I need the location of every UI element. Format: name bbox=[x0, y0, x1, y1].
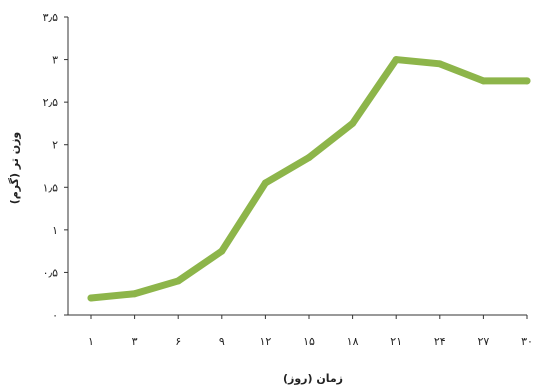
x-tick-label: ۳۰ bbox=[521, 335, 533, 348]
y-tick-label: ۰٫۵ bbox=[43, 266, 58, 279]
data-point bbox=[87, 294, 95, 302]
y-tick-label: ۲ bbox=[52, 139, 58, 152]
data-point bbox=[261, 179, 269, 187]
x-tick-label: ۱۲ bbox=[259, 335, 271, 348]
y-tick-label: ۰ bbox=[52, 309, 58, 322]
y-tick-label: ۱ bbox=[52, 224, 58, 237]
axes bbox=[67, 17, 527, 316]
y-tick-label: ۲٫۵ bbox=[43, 96, 58, 109]
x-tick-label: ۶ bbox=[175, 335, 181, 348]
y-axis-ticks: ۰ ۰٫۵ ۱ ۱٫۵ ۲ ۲٫۵ ۳ ۳٫۵ bbox=[43, 11, 68, 322]
y-tick-label: ۳ bbox=[52, 54, 58, 67]
x-tick-label: ۱۵ bbox=[303, 335, 315, 348]
data-point bbox=[349, 119, 357, 127]
series-layer bbox=[87, 56, 531, 302]
x-tick-label: ۱ bbox=[88, 335, 94, 348]
x-tick-label: ۲۴ bbox=[434, 335, 446, 348]
y-tick-label: ۱٫۵ bbox=[43, 181, 58, 194]
data-point bbox=[305, 153, 313, 161]
y-axis-title: وزن تر (گرم) bbox=[8, 132, 21, 205]
x-axis-ticks: ۱ ۳ ۶ ۹ ۱۲ ۱۵ ۱۸ ۲۱ ۲۴ ۲۷ ۳۰ bbox=[88, 315, 533, 348]
data-point bbox=[523, 77, 531, 85]
data-point bbox=[479, 77, 487, 85]
data-point bbox=[131, 290, 139, 298]
y-tick-label: ۳٫۵ bbox=[43, 11, 58, 24]
series-line bbox=[87, 56, 531, 302]
x-tick-label: ۹ bbox=[219, 335, 225, 348]
x-tick-label: ۳ bbox=[132, 335, 138, 348]
data-point bbox=[174, 277, 182, 285]
data-point bbox=[218, 247, 226, 255]
data-point bbox=[392, 56, 400, 64]
x-tick-label: ۲۱ bbox=[390, 335, 402, 348]
x-tick-label: ۱۸ bbox=[347, 335, 359, 348]
x-tick-label: ۲۷ bbox=[477, 335, 489, 348]
x-axis-title: زمان (روز) bbox=[283, 372, 343, 385]
data-point bbox=[436, 60, 444, 68]
